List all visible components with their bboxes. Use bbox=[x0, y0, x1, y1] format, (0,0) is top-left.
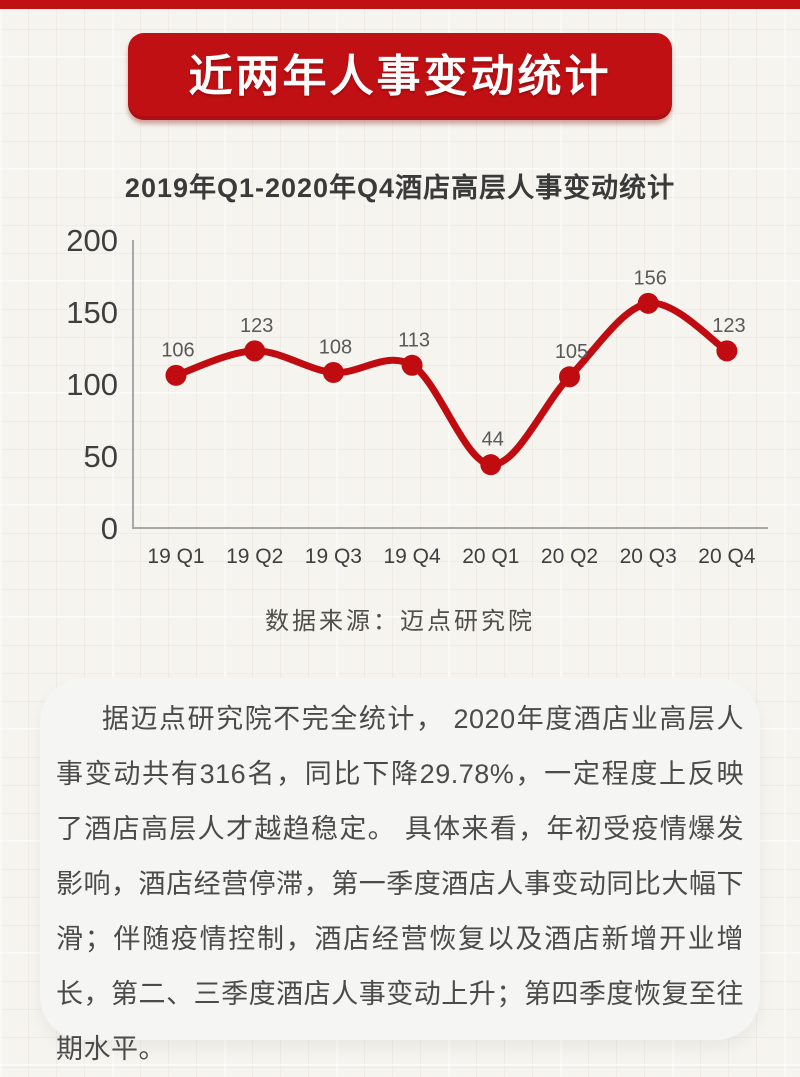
data-point-marker bbox=[322, 361, 344, 383]
x-axis-label: 19 Q2 bbox=[226, 545, 283, 568]
y-axis-tick-label: 100 bbox=[66, 367, 118, 402]
data-point-label: 108 bbox=[319, 336, 352, 358]
trend-chart-svg: 0 50 100 150 200 106 123 108 113 44 105 156 123 19 Q1… bbox=[66, 223, 768, 568]
data-point-marker bbox=[480, 454, 502, 476]
x-axis-label: 20 Q3 bbox=[620, 545, 677, 568]
header-banner: 近两年人事变动统计 bbox=[128, 33, 672, 120]
data-point-label: 44 bbox=[482, 429, 504, 451]
x-axis-label: 20 Q1 bbox=[462, 545, 519, 568]
data-source-caption: 数据来源：迈点研究院 bbox=[265, 607, 535, 635]
top-accent-strip bbox=[0, 0, 800, 9]
line-chart: 0 50 100 150 200 106 123 108 113 44 105 156 123 19 Q1… bbox=[0, 215, 800, 605]
data-point-label: 113 bbox=[398, 329, 430, 351]
x-axis-label: 19 Q3 bbox=[305, 545, 362, 568]
data-point-marker bbox=[559, 366, 580, 388]
summary-card: 据迈点研究院不完全统计， 2020年度酒店业高层人事变动共有316名，同比下降2… bbox=[40, 678, 760, 1064]
x-axis-label: 19 Q1 bbox=[147, 545, 204, 568]
data-point-label: 123 bbox=[712, 315, 745, 337]
chart-title: 2019年Q1-2020年Q4酒店高层人事变动统计 bbox=[124, 173, 676, 203]
data-point-marker bbox=[716, 340, 738, 362]
data-point-label: 106 bbox=[161, 339, 194, 361]
data-point-marker bbox=[401, 354, 423, 376]
data-point-label: 156 bbox=[634, 267, 667, 289]
data-point-label: 105 bbox=[555, 341, 588, 363]
x-axis-label: 19 Q4 bbox=[383, 545, 441, 568]
axis-lines bbox=[132, 240, 768, 529]
summary-paragraph: 据迈点研究院不完全统计， 2020年度酒店业高层人事变动共有316名，同比下降2… bbox=[56, 704, 744, 1064]
data-point-label: 123 bbox=[240, 315, 273, 337]
x-axis-label: 20 Q4 bbox=[698, 545, 756, 568]
y-axis-tick-label: 50 bbox=[84, 439, 118, 474]
data-point-marker bbox=[165, 364, 187, 386]
y-axis-tick-label: 0 bbox=[101, 511, 118, 546]
data-point-marker bbox=[244, 340, 266, 362]
x-axis-label: 20 Q2 bbox=[541, 545, 598, 568]
page-title: 近两年人事变动统计 bbox=[188, 51, 612, 101]
data-point-marker bbox=[637, 292, 659, 314]
y-axis-tick-label: 200 bbox=[66, 223, 118, 258]
y-axis-tick-label: 150 bbox=[66, 295, 118, 330]
